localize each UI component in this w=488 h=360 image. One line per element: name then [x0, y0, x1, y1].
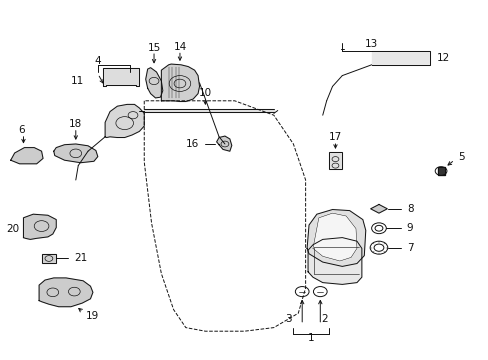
Polygon shape — [102, 68, 139, 86]
Text: 12: 12 — [436, 53, 449, 63]
Polygon shape — [306, 210, 365, 266]
Text: 13: 13 — [364, 39, 378, 49]
Text: 4: 4 — [94, 56, 101, 66]
Polygon shape — [312, 213, 356, 261]
Text: 3: 3 — [284, 314, 291, 324]
Polygon shape — [54, 144, 98, 163]
Polygon shape — [371, 51, 429, 65]
Text: 14: 14 — [173, 42, 186, 52]
Polygon shape — [105, 104, 144, 138]
Polygon shape — [370, 204, 386, 213]
Polygon shape — [328, 152, 342, 169]
Polygon shape — [39, 278, 93, 307]
Text: 8: 8 — [406, 204, 413, 214]
Polygon shape — [437, 167, 444, 175]
Polygon shape — [307, 238, 361, 284]
Polygon shape — [41, 254, 56, 263]
Text: 10: 10 — [199, 88, 211, 98]
Polygon shape — [23, 214, 56, 239]
Text: 17: 17 — [328, 132, 342, 142]
Text: 15: 15 — [147, 42, 161, 53]
Text: 6: 6 — [19, 125, 25, 135]
Text: 21: 21 — [74, 253, 87, 264]
Text: 7: 7 — [406, 243, 413, 253]
Bar — [328, 152, 342, 169]
Polygon shape — [145, 68, 163, 98]
Text: 18: 18 — [69, 119, 82, 129]
Polygon shape — [161, 64, 199, 102]
Text: 2: 2 — [321, 314, 327, 324]
Text: 19: 19 — [85, 311, 99, 321]
Polygon shape — [216, 136, 231, 151]
Text: 20: 20 — [6, 224, 20, 234]
Text: 11: 11 — [71, 76, 84, 86]
Text: 9: 9 — [406, 223, 413, 233]
Polygon shape — [144, 109, 273, 112]
Text: 1: 1 — [307, 333, 314, 343]
Polygon shape — [11, 148, 43, 164]
Text: 16: 16 — [185, 139, 199, 149]
Bar — [41, 254, 56, 263]
Text: 5: 5 — [458, 152, 465, 162]
